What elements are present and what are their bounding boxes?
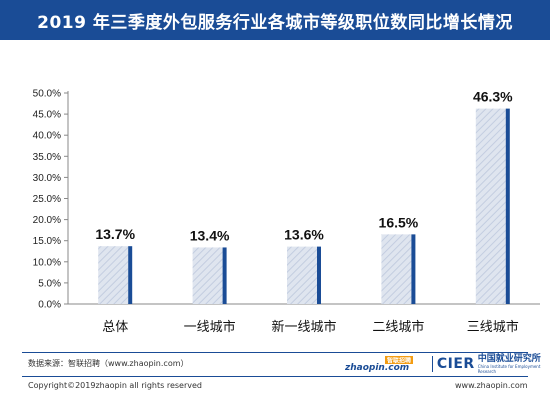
bar-chart: 0.0% 5.0% 10.0% 15.0% 20.0% 25.0% 30.0% 35.0% 40…: [33, 89, 540, 335]
y-tick-label: 15.0%: [33, 236, 61, 247]
bar-value-label: 46.3%: [473, 89, 513, 105]
bar-value-label: 13.6%: [284, 227, 324, 243]
bars: [98, 108, 510, 304]
y-tick-labels: 0.0% 5.0% 10.0% 15.0% 20.0% 25.0% 30.0% 35.0% 40…: [33, 89, 68, 311]
bar-edge: [128, 246, 133, 304]
bar-edge: [505, 108, 510, 304]
category-label: 二线城市: [372, 319, 424, 335]
footer-separator: [22, 352, 528, 353]
cier-logo-en: China Institute for Employment Research: [477, 364, 541, 374]
bar-value-label: 13.4%: [190, 227, 230, 243]
bar-edge: [411, 234, 416, 304]
zhaopin-logo-text: zhaopin.com: [345, 363, 409, 372]
cier-divider: [432, 356, 433, 372]
bar-fill: [287, 246, 317, 304]
copyright-text: Copyright©2019zhaopin all rights reserve…: [28, 381, 202, 390]
bar-edge: [317, 246, 321, 304]
chart-title: 2019 年三季度外包服务行业各城市等级职位数同比增长情况: [0, 0, 550, 40]
bar: [287, 246, 321, 304]
category-label: 三线城市: [467, 319, 519, 335]
footer-separator-bottom: [22, 376, 528, 377]
bar-fill: [475, 108, 506, 304]
bar-fill: [192, 247, 223, 304]
category-label: 新一线城市: [271, 319, 336, 335]
y-tick-label: 10.0%: [33, 257, 61, 268]
value-labels: 13.7% 13.4% 13.6% 16.5% 46.3%: [95, 89, 513, 244]
category-label: 总体: [102, 320, 128, 335]
zhaopin-logo: 智联招聘 zhaopin.com: [345, 356, 413, 372]
y-tick-label: 25.0%: [33, 194, 61, 205]
bar: [381, 234, 416, 304]
source-text: 数据来源：智联招聘（www.zhaopin.com）: [28, 359, 189, 368]
zhaopin-logo-cn: 智联招聘: [387, 357, 411, 365]
bar: [192, 247, 227, 304]
y-tick-label: 35.0%: [33, 152, 61, 163]
category-label: 一线城市: [184, 319, 236, 335]
y-tick-label: 50.0%: [33, 89, 61, 100]
cier-logo-cn: 中国就业研究所: [477, 354, 541, 364]
y-tick-label: 45.0%: [33, 110, 61, 121]
bar-fill: [381, 234, 412, 304]
y-tick-label: 0.0%: [38, 300, 61, 311]
bar: [98, 246, 133, 304]
website-text: www.zhaopin.com: [455, 381, 528, 390]
bar: [475, 108, 510, 304]
category-labels: 总体 一线城市 新一线城市 二线城市 三线城市: [102, 319, 519, 335]
bar-fill: [98, 246, 129, 304]
cier-logo: CIER 中国就业研究所 China Institute for Employm…: [432, 354, 550, 374]
cier-logo-word: CIER: [436, 356, 475, 372]
y-tick-label: 30.0%: [33, 173, 61, 184]
bar-value-label: 13.7%: [95, 226, 135, 242]
y-tick-label: 5.0%: [38, 278, 61, 289]
bar-edge: [222, 247, 227, 304]
y-tick-label: 40.0%: [33, 131, 61, 142]
y-tick-label: 20.0%: [33, 215, 61, 226]
bar-value-label: 16.5%: [379, 214, 419, 230]
